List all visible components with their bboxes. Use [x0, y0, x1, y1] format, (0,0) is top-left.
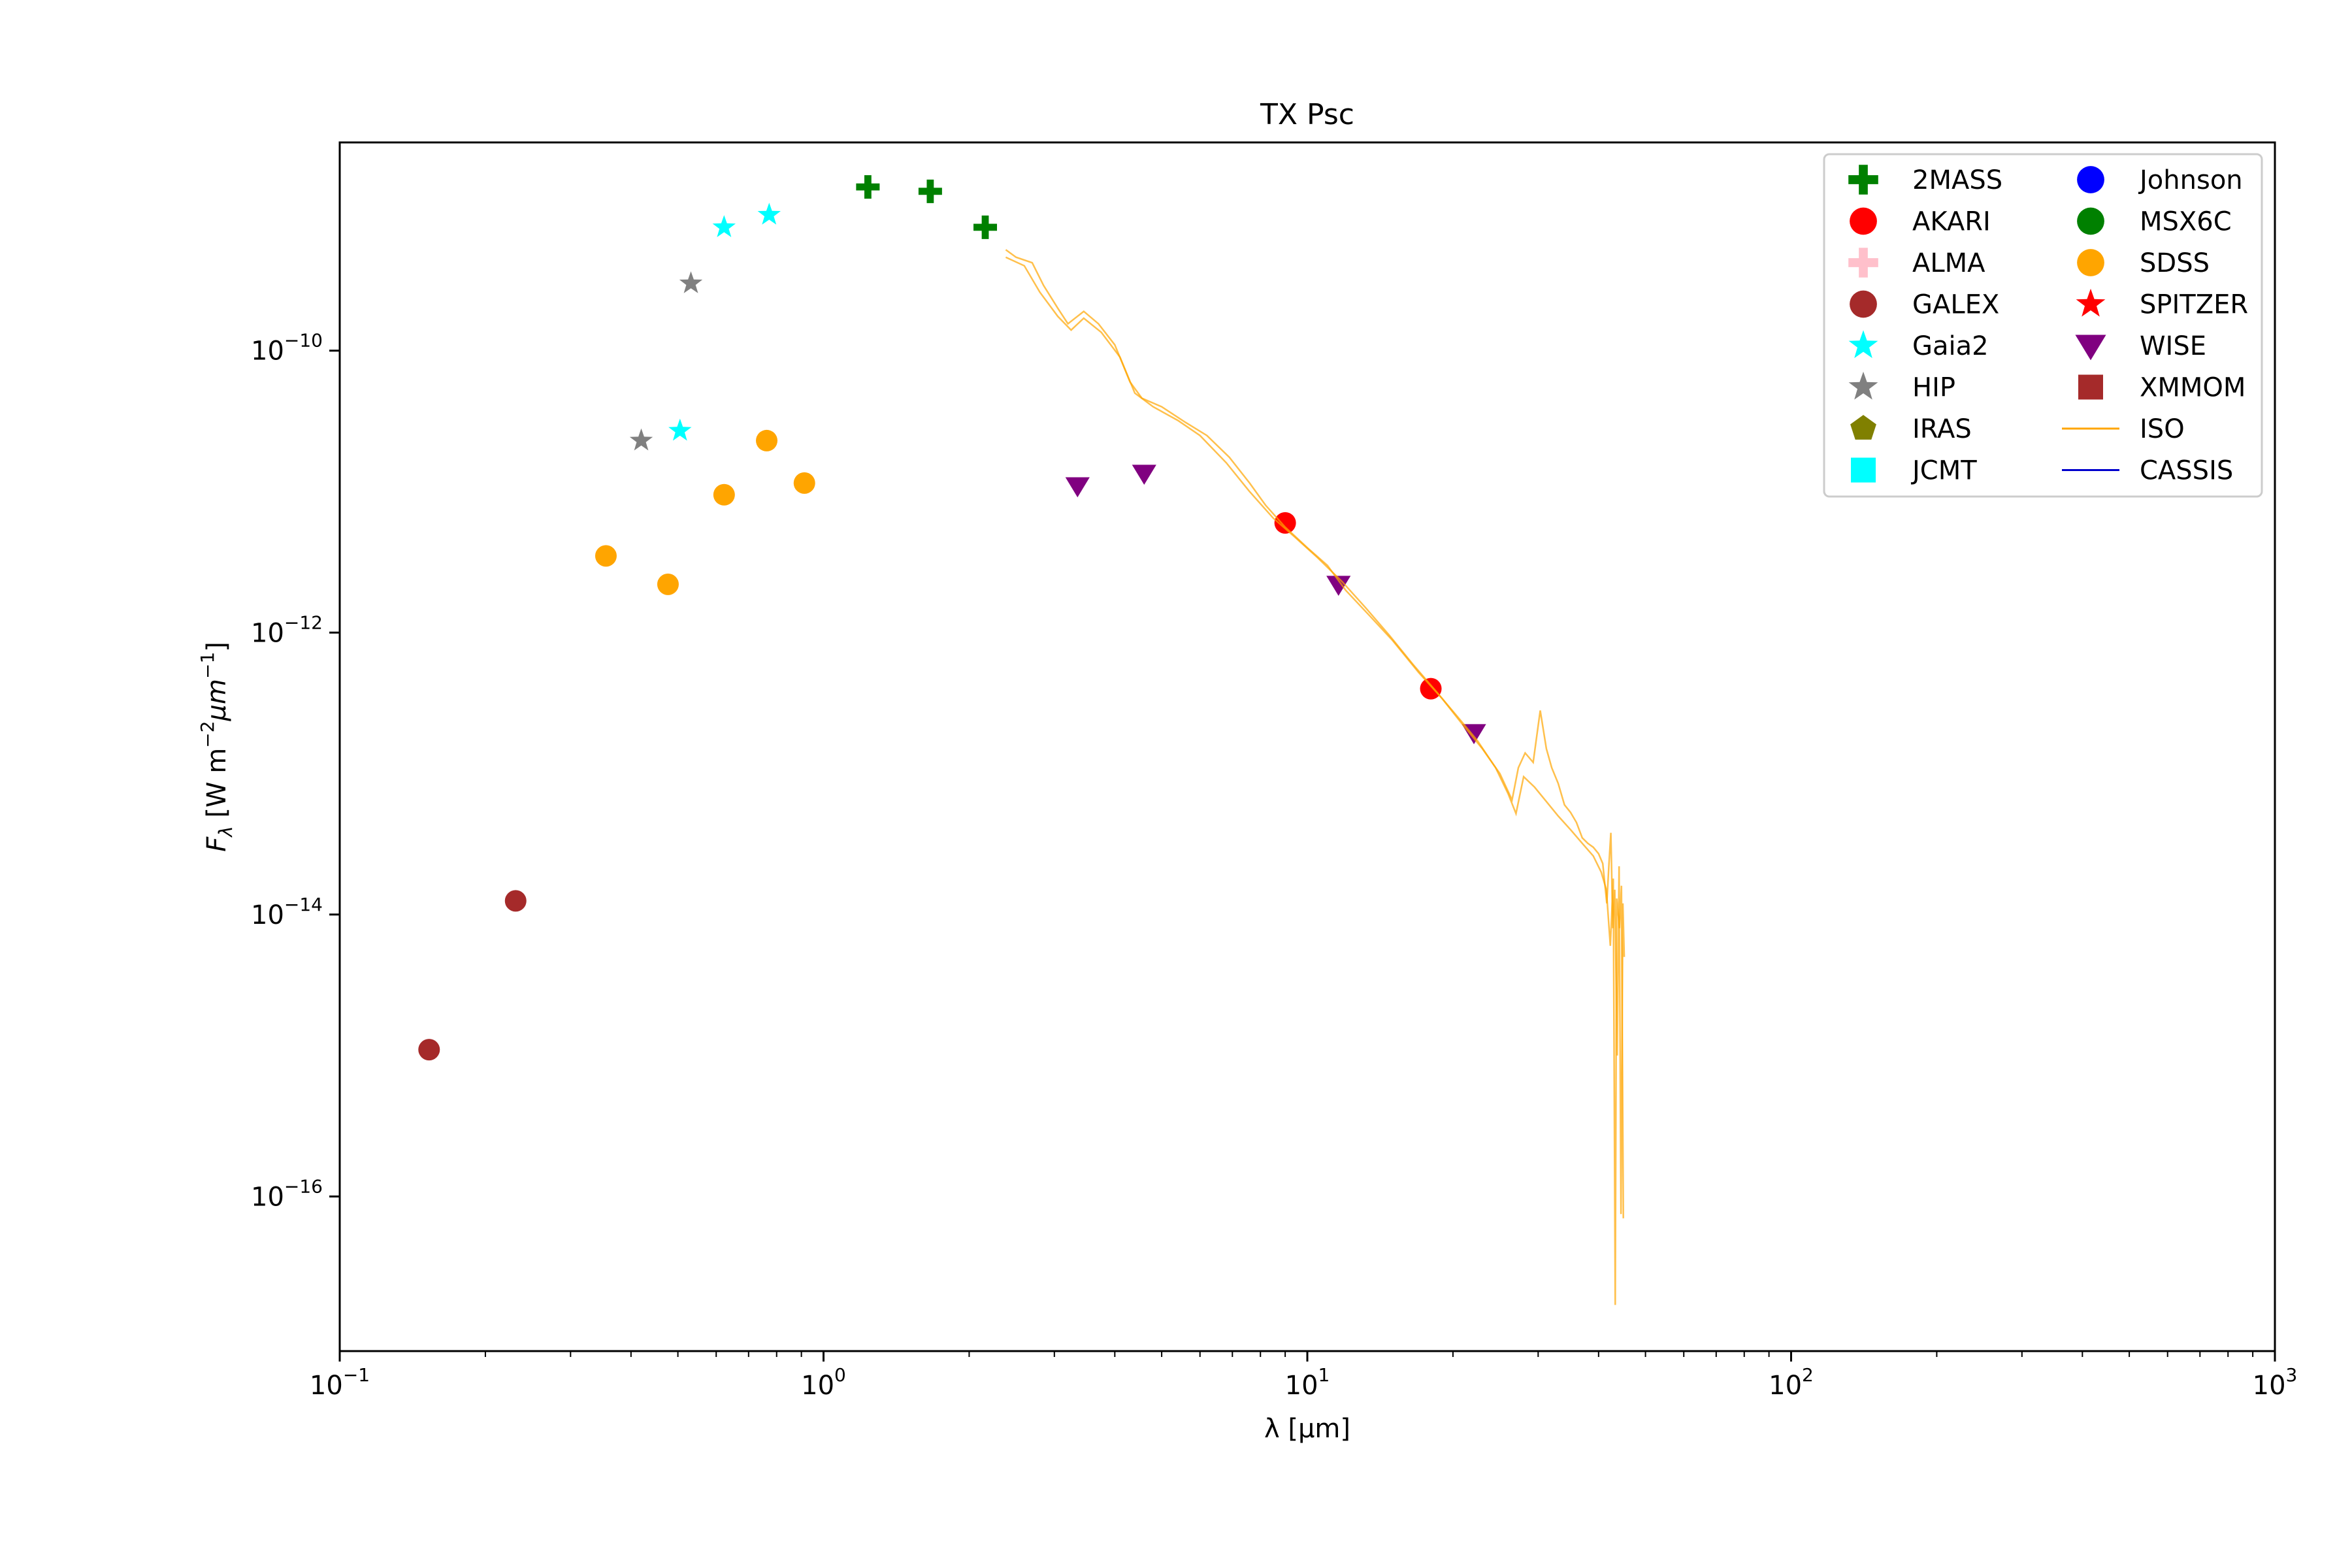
y-tick-label: 10−12: [251, 612, 323, 648]
data-point-gaia2: [668, 418, 692, 441]
legend-marker-hip: [1848, 371, 1878, 400]
legend-marker-msx6c: [2077, 207, 2104, 235]
data-point-galex: [418, 1039, 440, 1061]
legend-label-akari: AKARI: [1912, 207, 1991, 237]
legend-label-cassis: CASSIS: [2140, 456, 2233, 486]
data-point-sdss: [793, 472, 815, 494]
chart-title: TX Psc: [1260, 98, 1354, 131]
y-axis: 10−10 10−12 10−14 10−16 Fλ [W m−2μm−1]: [197, 330, 340, 1212]
legend-label-wise: WISE: [2140, 331, 2206, 361]
legend-label-alma: ALMA: [1912, 248, 1985, 278]
y-tick-label: 10−14: [251, 894, 323, 930]
x-axis-label: λ [μm]: [1264, 1414, 1350, 1444]
data-point-akari: [1274, 512, 1296, 534]
legend-marker-spitzer: [2076, 288, 2106, 317]
series-line-iso: [1005, 256, 1624, 1305]
data-point-2mass: [856, 175, 880, 199]
data-point-wise: [1132, 465, 1156, 485]
legend-marker-xmmom: [2078, 374, 2103, 400]
legend-marker-sdss: [2077, 249, 2104, 276]
legend-label-galex: GALEX: [1912, 290, 1999, 320]
legend-label-hip: HIP: [1912, 373, 1955, 403]
data-point-2mass: [918, 179, 942, 203]
legend-marker-johnson: [2077, 166, 2104, 193]
legend-label-jcmt: JCMT: [1910, 456, 1977, 486]
legend-marker-akari: [1850, 207, 1877, 235]
data-point-akari: [1420, 678, 1442, 700]
data-point-gaia2: [757, 203, 781, 225]
y-tick-label: 10−10: [251, 330, 323, 367]
y-tick-label: 10−16: [251, 1175, 323, 1212]
x-tick-label: 102: [1769, 1364, 1814, 1401]
legend: 2MASS AKARI ALMA GALEX Gaia2 HIP IRAS JCMT Johns…: [1823, 153, 2263, 498]
legend-label-xmmom: XMMOM: [2140, 373, 2246, 403]
data-point-hip: [629, 428, 653, 451]
data-point-sdss: [756, 429, 778, 451]
legend-label-iras: IRAS: [1912, 414, 1972, 444]
legend-label-spitzer: SPITZER: [2140, 290, 2248, 320]
y-axis-label: Fλ [W m−2μm−1]: [197, 642, 237, 852]
data-point-wise: [1065, 477, 1090, 498]
x-tick-label: 10−1: [310, 1364, 370, 1401]
legend-label-johnson: Johnson: [2138, 165, 2243, 195]
legend-label-gaia2: Gaia2: [1912, 331, 1989, 361]
legend-label-2mass: 2MASS: [1912, 165, 2002, 195]
data-point-hip: [679, 271, 703, 293]
data-point-galex: [504, 890, 527, 912]
legend-label-msx6c: MSX6C: [2140, 207, 2232, 237]
legend-marker-2mass: [1848, 165, 1878, 195]
legend-marker-jcmt: [1851, 457, 1876, 483]
legend-marker-iras: [1850, 415, 1876, 440]
legend-box: [1823, 153, 2263, 498]
x-tick-label: 103: [2253, 1364, 2298, 1401]
data-point-2mass: [973, 215, 998, 239]
data-point-sdss: [657, 573, 679, 595]
legend-marker-wise: [2075, 335, 2106, 361]
data-point-sdss: [595, 545, 617, 567]
data-point-wise: [1326, 576, 1351, 596]
data-point-gaia2: [712, 215, 736, 237]
legend-marker-gaia2: [1848, 330, 1878, 359]
legend-marker-alma: [1848, 248, 1878, 278]
legend-label-iso: ISO: [2140, 414, 2185, 444]
legend-marker-galex: [1850, 290, 1877, 318]
data-point-sdss: [713, 483, 735, 506]
plot-area: [418, 175, 1625, 1305]
legend-label-sdss: SDSS: [2140, 248, 2210, 278]
